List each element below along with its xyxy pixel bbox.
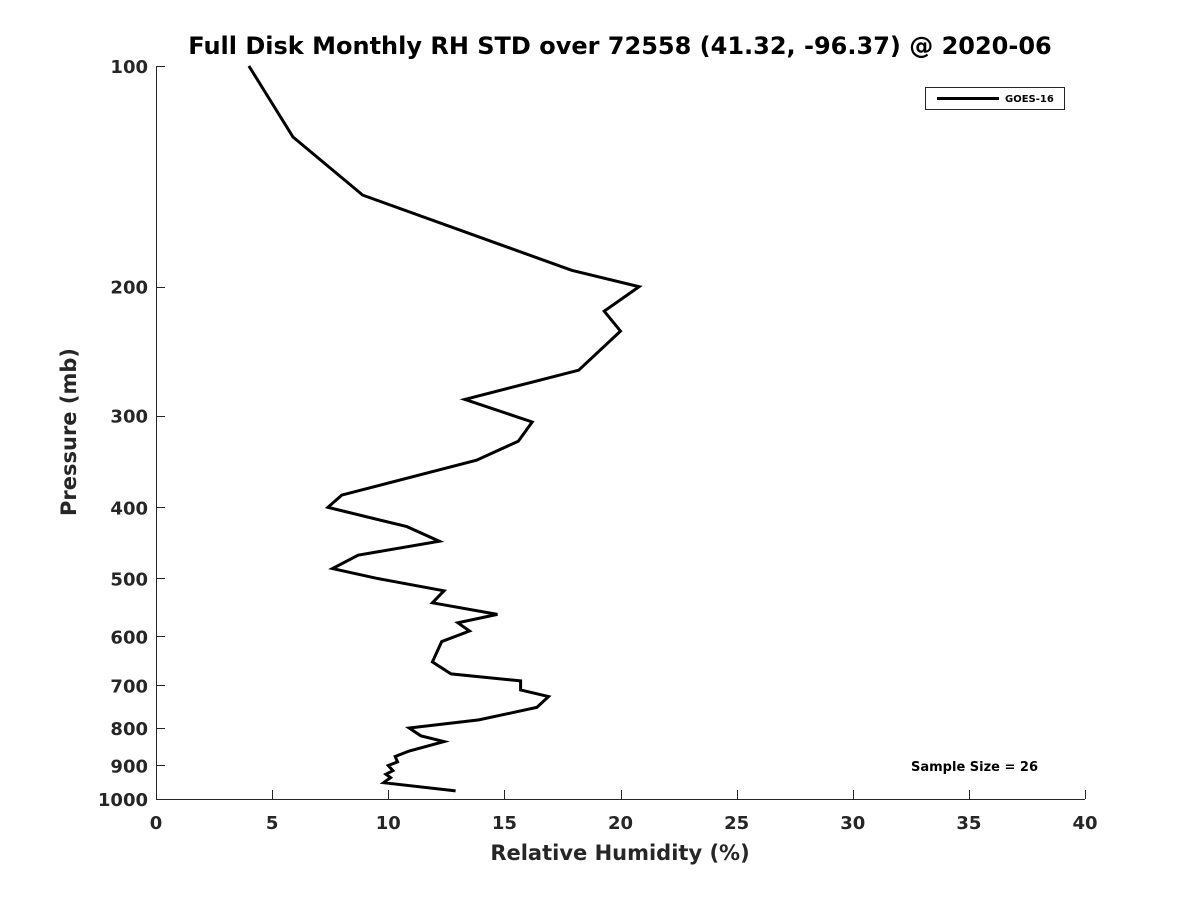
y-tick-label: 500 xyxy=(110,569,148,590)
chart-title: Full Disk Monthly RH STD over 72558 (41.… xyxy=(188,32,1051,60)
y-tick-label: 900 xyxy=(110,756,148,777)
x-tick-label: 15 xyxy=(492,813,517,834)
x-tick-label: 40 xyxy=(1072,813,1097,834)
x-tick-label: 5 xyxy=(266,813,279,834)
legend: GOES-16 xyxy=(925,87,1065,110)
y-tick-label: 800 xyxy=(110,719,148,740)
y-tick-label: 1000 xyxy=(98,790,148,811)
legend-label: GOES-16 xyxy=(1005,94,1054,105)
y-tick-label: 200 xyxy=(110,278,148,299)
x-tick-label: 10 xyxy=(376,813,401,834)
x-tick-label: 35 xyxy=(956,813,981,834)
x-tick-label: 0 xyxy=(150,813,163,834)
y-ticks: 100 200 300 400 500 600 700 800 900 1000 xyxy=(98,57,165,811)
series-layer xyxy=(247,65,643,793)
sample-size-annotation: Sample Size = 26 xyxy=(911,760,1038,775)
y-tick-label: 600 xyxy=(110,627,148,648)
y-axis-label: Pressure (mb) xyxy=(57,348,81,516)
y-tick-label: 300 xyxy=(110,407,148,428)
series-line-goes-16 xyxy=(247,65,643,793)
x-tick-label: 20 xyxy=(608,813,633,834)
plot-frame xyxy=(156,66,1085,800)
y-tick-label: 400 xyxy=(110,498,148,519)
x-ticks: 0 5 10 15 20 25 30 35 40 xyxy=(150,790,1098,834)
y-tick-label: 700 xyxy=(110,676,148,697)
x-axis-label: Relative Humidity (%) xyxy=(490,841,749,865)
x-tick-label: 25 xyxy=(724,813,749,834)
x-tick-label: 30 xyxy=(840,813,865,834)
y-tick-label: 100 xyxy=(110,57,148,78)
